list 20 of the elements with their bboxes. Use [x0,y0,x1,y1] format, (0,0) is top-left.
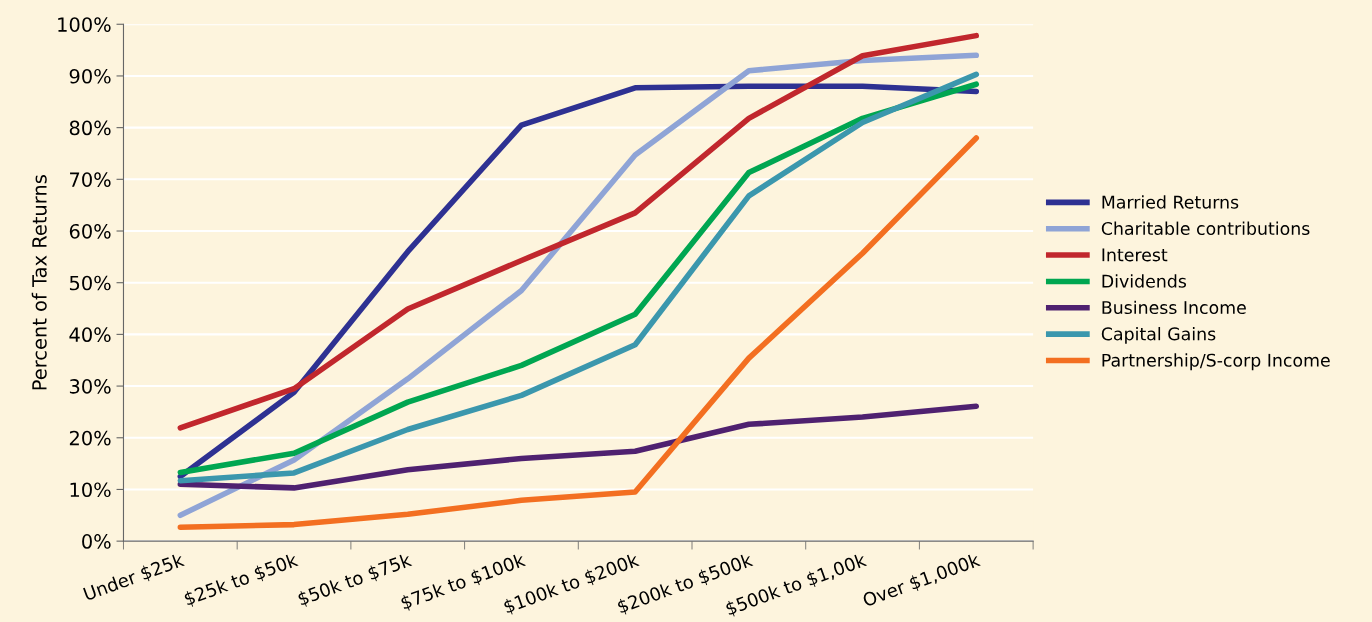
legend-label: Business Income [1102,300,1246,315]
y-tick-label: 0% [82,534,111,549]
y-tick-label: 90% [69,68,111,84]
legend-label: Dividends [1102,274,1187,288]
y-tick-label: 60% [69,223,111,239]
y-tick-label: 100% [58,17,111,32]
y-tick-label: 70% [70,172,111,187]
y-tick-label: 40% [69,327,111,343]
legend-label: Interest [1102,248,1168,262]
legend-label: Married Returns [1102,195,1239,209]
y-tick-label: 10% [70,482,111,498]
x-tick-label: Under $25k [82,552,186,604]
y-tick-label: 80% [69,120,111,136]
y-tick-label: 30% [69,379,111,394]
y-tick-label: 50% [69,275,111,291]
y-axis-title: Percent of Tax Returns [31,175,47,390]
legend-label: Partnership/S-corp Income [1102,353,1330,371]
legend-label: Capital Gains [1101,327,1216,344]
y-tick-label: 20% [69,430,111,446]
legend-label: Charitable contributions [1101,221,1310,236]
